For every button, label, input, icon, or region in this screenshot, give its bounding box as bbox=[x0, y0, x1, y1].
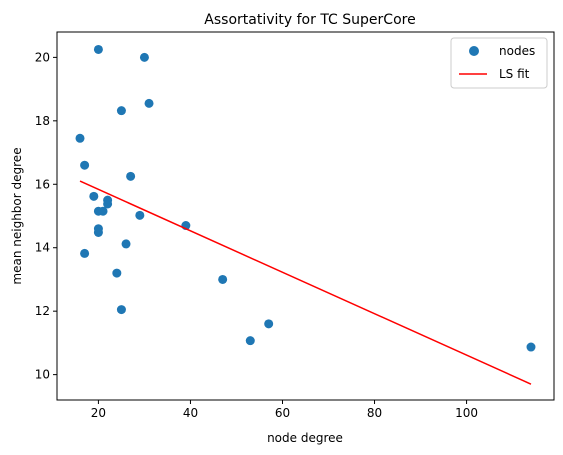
scatter-point bbox=[89, 191, 99, 201]
scatter-point bbox=[264, 319, 274, 329]
ls-fit-line bbox=[79, 180, 532, 385]
scatter-point bbox=[103, 199, 113, 209]
scatter-point bbox=[126, 171, 136, 181]
legend-nodes-marker bbox=[469, 46, 479, 56]
scatter-point bbox=[80, 248, 90, 258]
legend-nodes-label: nodes bbox=[499, 44, 535, 58]
scatter-point bbox=[144, 98, 154, 108]
scatter-point bbox=[116, 106, 126, 116]
scatter-point bbox=[112, 268, 122, 278]
scatter-point bbox=[80, 160, 90, 170]
y-axis-label: mean neighbor degree bbox=[10, 147, 24, 284]
scatter-point bbox=[245, 336, 255, 346]
scatter-point bbox=[218, 274, 228, 284]
y-tick-label: 10 bbox=[35, 368, 50, 382]
scatter-point bbox=[93, 227, 103, 237]
y-tick-label: 18 bbox=[35, 114, 50, 128]
scatter-point bbox=[98, 206, 108, 216]
y-tick-label: 12 bbox=[35, 304, 50, 318]
scatter-point bbox=[139, 52, 149, 62]
scatter-point bbox=[121, 239, 131, 249]
scatter-point bbox=[116, 305, 126, 315]
axis-ticks: 20 40 60 80 100 10 12 14 16 18 20 bbox=[35, 50, 478, 420]
y-tick-label: 20 bbox=[35, 50, 50, 64]
x-tick-label: 100 bbox=[455, 406, 478, 420]
x-tick-label: 60 bbox=[275, 406, 290, 420]
y-tick-label: 16 bbox=[35, 177, 50, 191]
scatter-point bbox=[93, 44, 103, 54]
x-axis-label: node degree bbox=[267, 431, 343, 445]
chart-title: Assortativity for TC SuperCore bbox=[204, 12, 415, 28]
plot-frame bbox=[56, 31, 555, 401]
legend: nodes LS fit bbox=[450, 37, 548, 89]
x-tick-label: 80 bbox=[367, 406, 382, 420]
scatter-point bbox=[135, 210, 145, 220]
scatter-point bbox=[526, 342, 536, 352]
x-tick-label: 40 bbox=[183, 406, 198, 420]
data-marks bbox=[75, 44, 536, 385]
x-tick-label: 20 bbox=[91, 406, 106, 420]
legend-fit-label: LS fit bbox=[499, 67, 530, 81]
scatter-point bbox=[75, 133, 85, 143]
y-tick-label: 14 bbox=[35, 241, 50, 255]
